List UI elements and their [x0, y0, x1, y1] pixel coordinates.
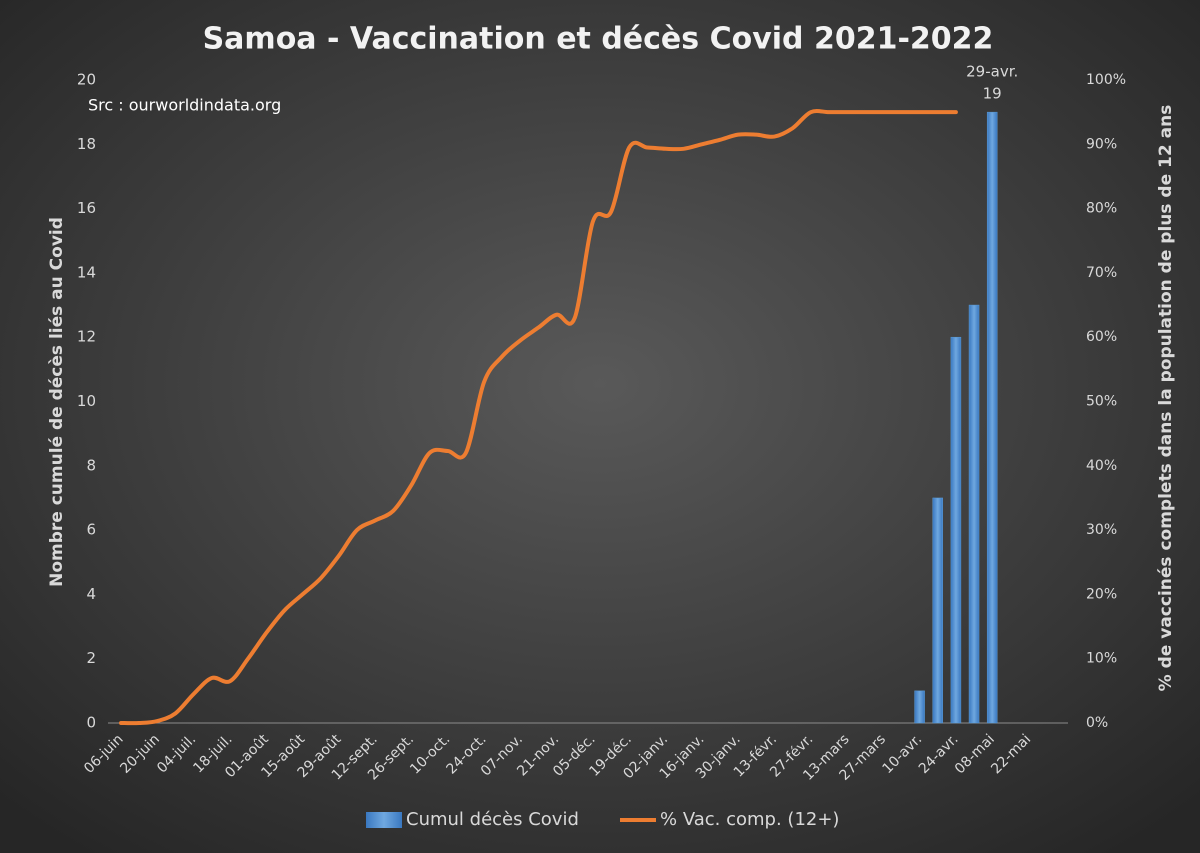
y2-tick-label: 20% [1086, 586, 1117, 602]
bar [950, 336, 962, 724]
y2-tick-label: 100% [1086, 72, 1126, 88]
bar [968, 304, 980, 724]
y-tick-label: 0 [86, 714, 96, 732]
data-label: 19 [983, 85, 1002, 103]
y-tick-label: 2 [86, 649, 96, 667]
y2-tick-label: 60% [1086, 329, 1117, 345]
y-tick-label: 12 [77, 328, 96, 346]
y2-tick-label: 40% [1086, 458, 1117, 474]
y2-tick-label: 50% [1086, 394, 1117, 410]
chart-title: Samoa - Vaccination et décès Covid 2021-… [203, 22, 994, 57]
y2-tick-label: 90% [1086, 136, 1117, 152]
y2-axis-title: % de vaccinés complets dans la populatio… [1156, 105, 1176, 692]
y-tick-label: 20 [77, 71, 96, 89]
y-tick-label: 8 [86, 456, 96, 474]
bar [986, 111, 998, 724]
y-axis-title: Nombre cumulé de décès liés au Covid [47, 217, 67, 587]
y-tick-label: 6 [86, 521, 96, 539]
y2-tick-label: 10% [1086, 651, 1117, 667]
source: Src : ourworldindata.org [88, 96, 281, 115]
y2-tick-label: 80% [1086, 201, 1117, 217]
y2-tick-label: 30% [1086, 522, 1117, 538]
y2-tick-label: 0% [1086, 715, 1108, 731]
y2-tick-label: 70% [1086, 265, 1117, 281]
y-tick-label: 16 [77, 199, 96, 217]
legend-label: % Vac. comp. (12+) [660, 809, 839, 830]
bar [932, 497, 943, 724]
y-tick-label: 10 [77, 392, 96, 410]
y-tick-label: 18 [77, 135, 96, 153]
y-tick-label: 4 [86, 585, 96, 603]
bar [914, 690, 925, 724]
line [119, 108, 958, 726]
legend-swatch [366, 812, 402, 828]
annotation: 29-avr. [966, 63, 1018, 81]
legend-label: Cumul décès Covid [406, 809, 579, 830]
y-tick-label: 14 [77, 263, 96, 281]
